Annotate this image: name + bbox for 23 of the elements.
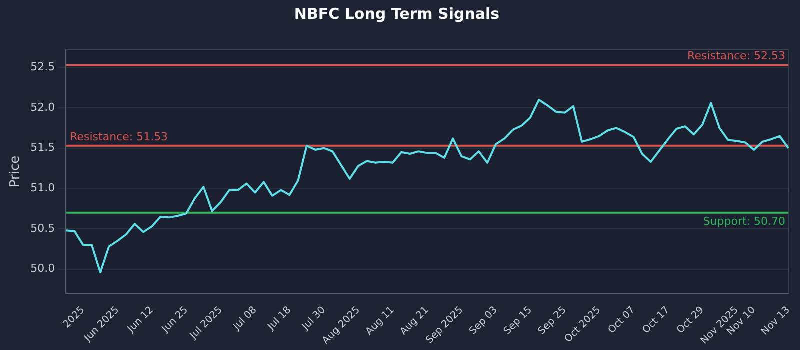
x-tick-label: Sep 03 — [468, 304, 500, 338]
y-tick-label: 52.0 — [30, 100, 56, 114]
y-tick-label: 50.0 — [30, 262, 56, 276]
x-tick-label: Jul 30 — [300, 304, 328, 334]
ref-line-label: Resistance: 51.53 — [70, 130, 168, 144]
y-tick-label: 50.5 — [30, 222, 56, 235]
chart-title: NBFC Long Term Signals — [294, 4, 500, 23]
x-tick-label: Sep 15 — [502, 304, 534, 338]
x-tick-label: Jul 08 — [230, 304, 260, 334]
x-tick-label: Jul 18 — [265, 304, 294, 334]
x-tick-label: Jun 25 — [160, 304, 190, 336]
ref-line-label: Resistance: 52.53 — [688, 50, 786, 63]
y-tick-label: 51.5 — [30, 141, 56, 154]
y-tick-label: 51.0 — [30, 182, 56, 195]
ref-line-label: Support: 50.70 — [703, 215, 786, 228]
y-axis-title: Price — [8, 156, 24, 188]
x-tick-label: Oct 07 — [606, 304, 638, 336]
x-tick-label: Oct 29 — [675, 304, 706, 336]
x-tick-label: Aug 11 — [364, 304, 397, 338]
x-tick-label: Jun 12 — [125, 304, 156, 336]
y-tick-label: 52.5 — [30, 60, 56, 74]
x-tick-label: Nov 13 — [760, 304, 792, 338]
x-tick-label: Oct 17 — [640, 304, 672, 336]
